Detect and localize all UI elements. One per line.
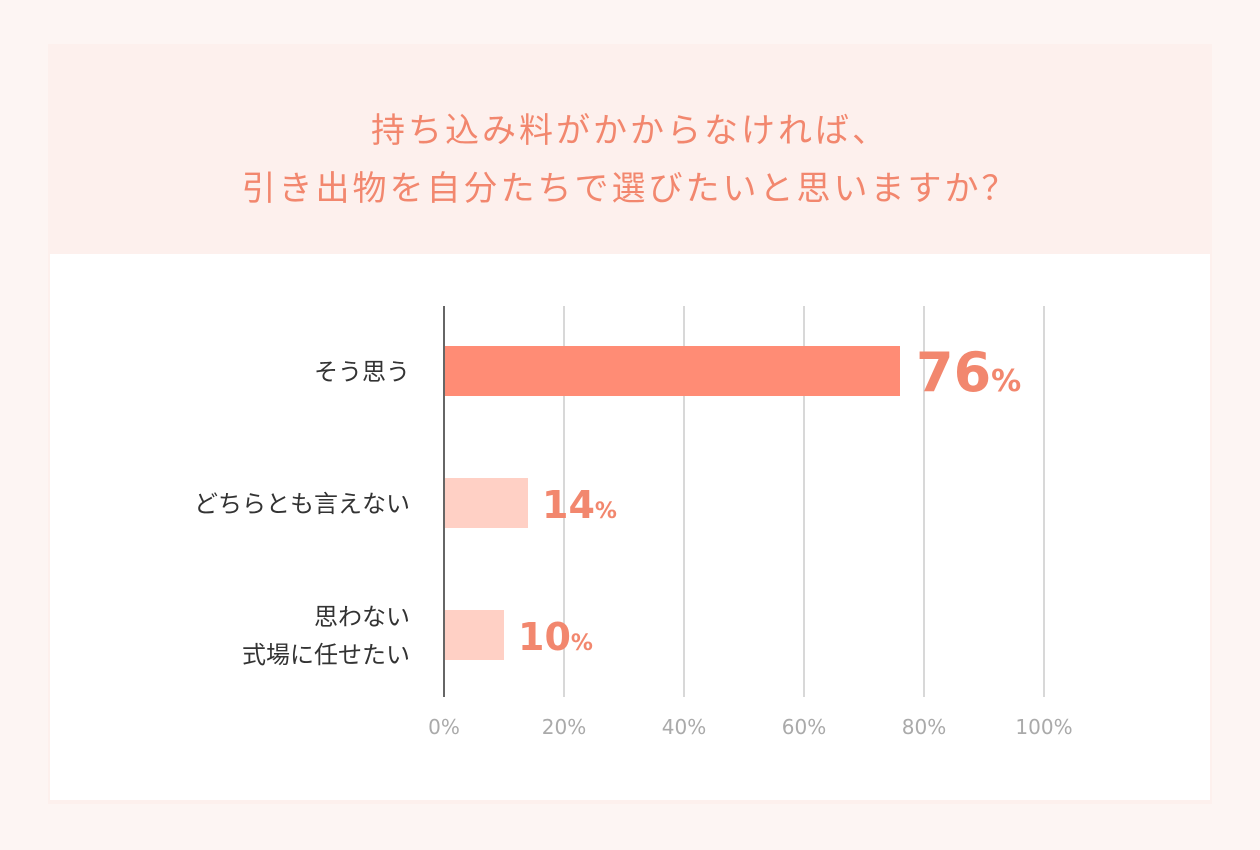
value-number: 76	[916, 341, 991, 404]
x-tick-label: 40%	[662, 715, 706, 739]
bar	[444, 610, 504, 660]
value-number: 10	[518, 615, 571, 659]
value-unit: %	[991, 364, 1021, 399]
value-unit: %	[571, 631, 593, 656]
value-label: 10%	[518, 615, 593, 659]
value-label: 76%	[916, 341, 1021, 404]
x-tick-label: 80%	[902, 715, 946, 739]
value-number: 14	[542, 483, 595, 527]
value-unit: %	[595, 499, 617, 524]
x-tick-label: 20%	[542, 715, 586, 739]
chart-panel	[50, 254, 1210, 800]
chart-title: 持ち込み料がかからなければ、 引き出物を自分たちで選びたいと思いますか？	[0, 102, 1260, 218]
value-label: 14%	[542, 483, 617, 527]
x-tick-label: 60%	[782, 715, 826, 739]
title-line-1: 持ち込み料がかからなければ、	[371, 111, 889, 151]
title-line-2: 引き出物を自分たちで選びたいと思いますか？	[241, 169, 1019, 209]
category-label: そう思う	[314, 358, 410, 386]
bar	[444, 478, 528, 528]
x-tick-label: 100%	[1015, 715, 1072, 739]
category-label: 式場に任せたい	[242, 641, 410, 669]
bar	[444, 346, 900, 396]
category-label: どちらとも言えない	[194, 490, 410, 518]
x-tick-label: 0%	[428, 715, 460, 739]
category-label: 思わない	[314, 603, 410, 631]
